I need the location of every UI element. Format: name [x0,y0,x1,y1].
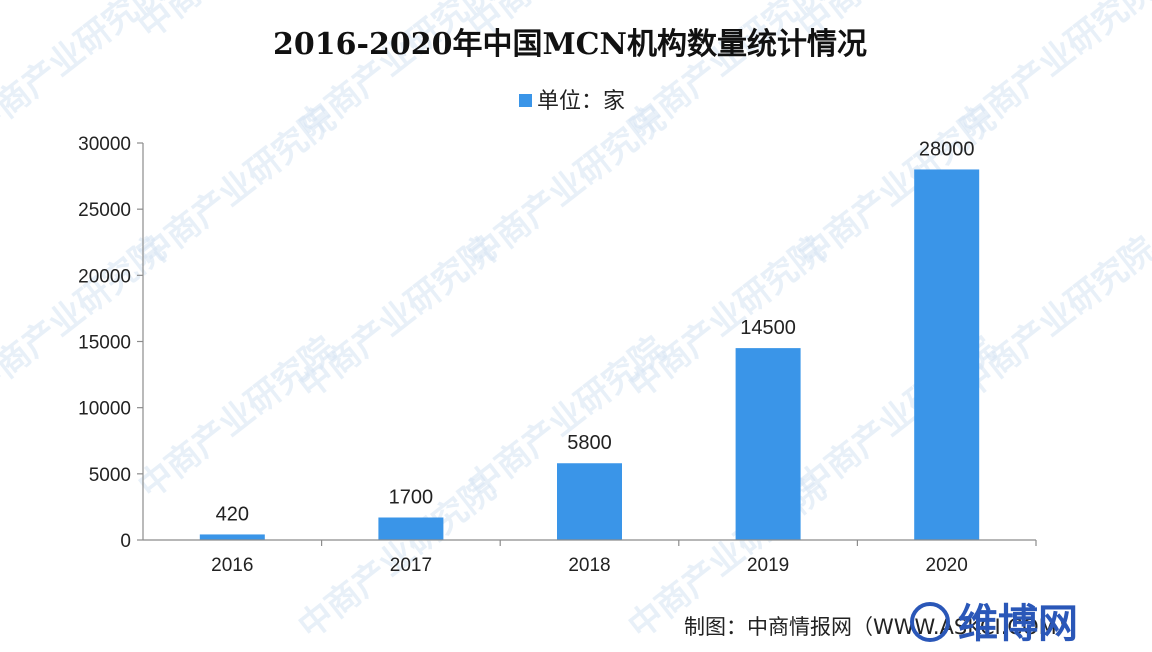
logo-text: 维博网 [958,601,1078,647]
bar-2018 [557,463,622,540]
y-axis-ticks: 0 5000 10000 15000 20000 25000 30000 [78,134,143,552]
x-tick-label-2018: 2018 [568,555,610,576]
bar-2019 [735,348,801,540]
watermark-text: 中商产业研究院 [0,229,173,407]
data-label-2016: 420 [216,503,249,525]
y-tick-label: 10000 [78,399,131,420]
watermark-text: 中商产业研究院 [951,229,1152,407]
source-note: 制图：中商情报网（WWW.ASKCI.COM） [684,615,1078,639]
chart-title: 2016-2020年中国MCN机构数量统计情况 [273,27,867,62]
x-tick-label-2017: 2017 [390,555,432,576]
x-axis-ticks: 2016 2017 2018 2019 2020 [211,540,1037,576]
data-label-2020: 28000 [919,138,975,160]
legend-swatch [519,94,532,107]
data-label-2017: 1700 [389,487,434,509]
x-tick-label-2020: 2020 [926,555,968,576]
data-labels: 420 1700 5800 14500 28000 [216,138,975,525]
y-tick-label: 20000 [78,266,131,287]
y-tick-label: 30000 [78,134,131,155]
watermark-text: 中商产业研究院 [291,229,503,407]
bar-2017 [378,517,444,540]
data-label-2018: 5800 [567,432,612,454]
x-tick-label-2016: 2016 [211,555,253,576]
x-tick-label-2019: 2019 [747,555,789,576]
bars [199,169,980,540]
bar-2020 [914,169,980,540]
watermark-text: 中商产业研究院 [621,229,833,407]
bar-2016 [199,534,265,540]
legend-label: 单位：家 [537,89,625,114]
watermark-text: 中商产业研究院 [951,0,1152,147]
watermark-text: 中商产业研究院 [131,329,343,507]
logo-icon [910,602,950,642]
corner-logo: 维博网 [910,601,1078,647]
y-tick-label: 0 [120,531,131,552]
y-tick-label: 25000 [78,200,131,221]
y-tick-label: 15000 [78,333,131,354]
data-label-2019: 14500 [740,317,796,339]
legend: 单位：家 [519,89,625,114]
y-tick-label: 5000 [89,465,131,486]
